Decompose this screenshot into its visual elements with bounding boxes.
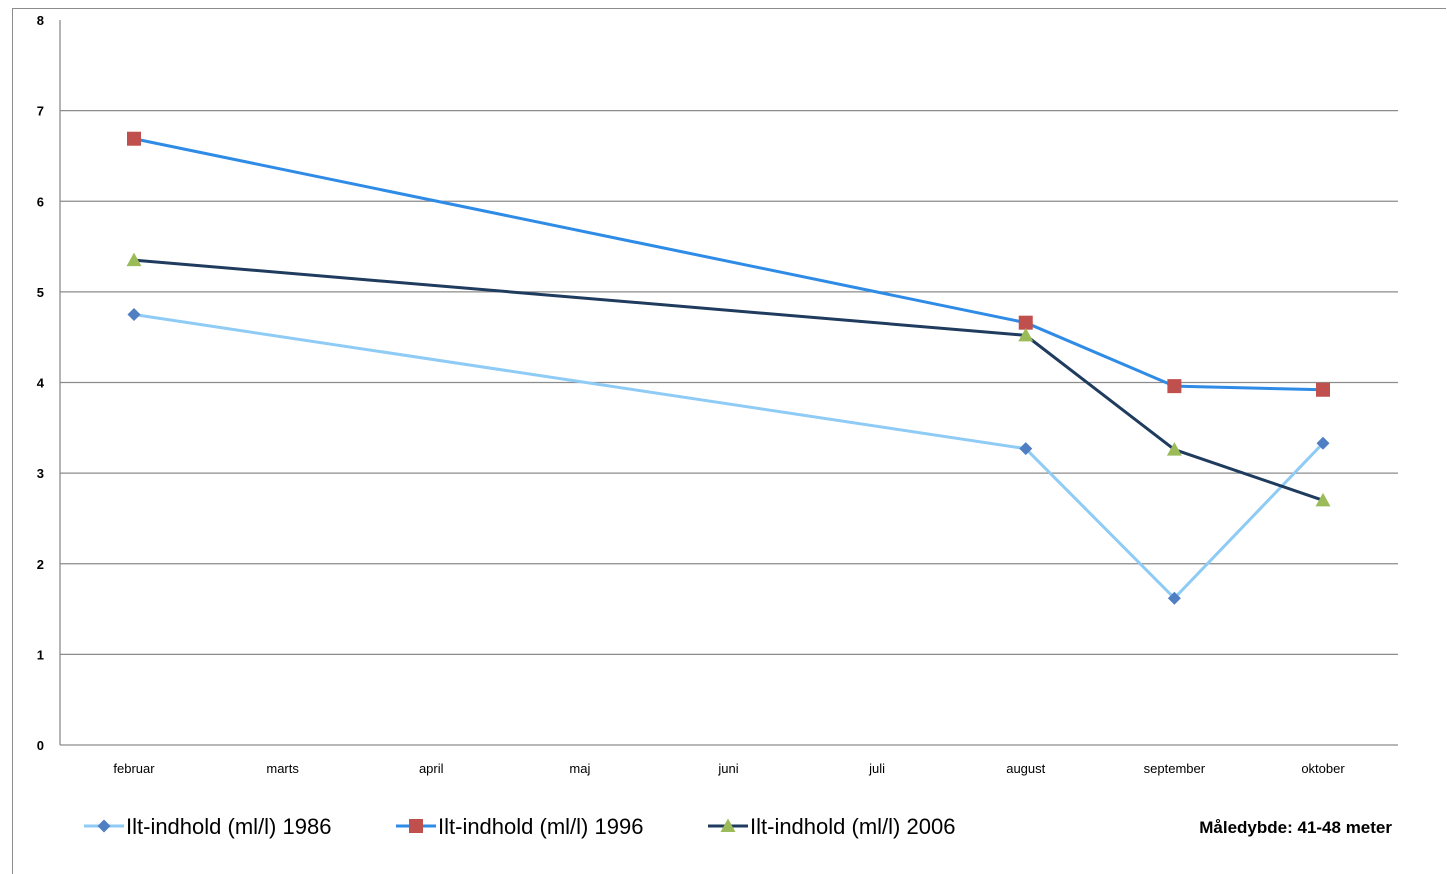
legend-marker [720,818,736,832]
x-tick-label: februar [113,761,155,776]
y-tick-label: 7 [37,104,44,119]
chart-frame [12,8,1446,874]
y-tick-label: 2 [37,557,44,572]
legend: Ilt-indhold (ml/l) 1986 Ilt-indhold (ml/l… [84,814,955,839]
x-tick-label: september [1144,761,1206,776]
data-point [127,131,141,146]
x-tick-label: april [419,761,444,776]
data-point [1019,442,1033,456]
x-tick-label: juli [868,761,885,776]
y-tick-label: 5 [37,285,44,300]
axes [59,20,1398,746]
series-3 [126,252,1331,507]
series-layer [126,131,1331,605]
legend-label: Ilt-indhold (ml/l) 2006 [750,814,955,839]
series-line [133,137,1324,392]
legend-item-3: Ilt-indhold (ml/l) 2006 [708,814,955,839]
x-tick-label: juni [717,761,738,776]
x-tick-label: maj [569,761,590,776]
y-tick-label: 3 [37,466,44,481]
y-tick-label: 6 [37,194,44,209]
legend-item-2: Ilt-indhold (ml/l) 1996 [396,814,643,839]
depth-annotation: Måledybde: 41-48 meter [1199,818,1392,837]
y-tick-label: 8 [37,13,44,28]
x-tick-label: oktober [1301,761,1345,776]
x-tick-label: marts [266,761,299,776]
data-point [1316,436,1330,450]
series-1 [127,308,1330,605]
data-point [1167,591,1181,605]
y-tick-label: 4 [37,376,45,391]
legend-marker [409,819,423,833]
data-point [127,308,141,322]
data-point [126,252,142,267]
data-point [1315,492,1331,507]
y-axis-ticks: 0 1 2 3 4 5 6 7 8 [37,13,45,753]
x-tick-label: august [1006,761,1045,776]
series-2 [127,131,1330,397]
legend-marker [97,819,111,833]
data-point [1167,379,1182,394]
x-axis-ticks: februar marts april maj juni juli august septem… [113,761,1345,776]
legend-item-1: Ilt-indhold (ml/l) 1986 [84,814,331,839]
data-point [1018,315,1033,330]
y-tick-label: 0 [37,738,44,753]
series-line [133,313,1325,600]
data-point [1316,382,1330,397]
series-line [133,258,1324,502]
data-point [1166,442,1182,456]
y-tick-label: 1 [37,647,44,662]
legend-label: Ilt-indhold (ml/l) 1986 [126,814,331,839]
legend-label: Ilt-indhold (ml/l) 1996 [438,814,643,839]
data-point [1018,327,1034,342]
